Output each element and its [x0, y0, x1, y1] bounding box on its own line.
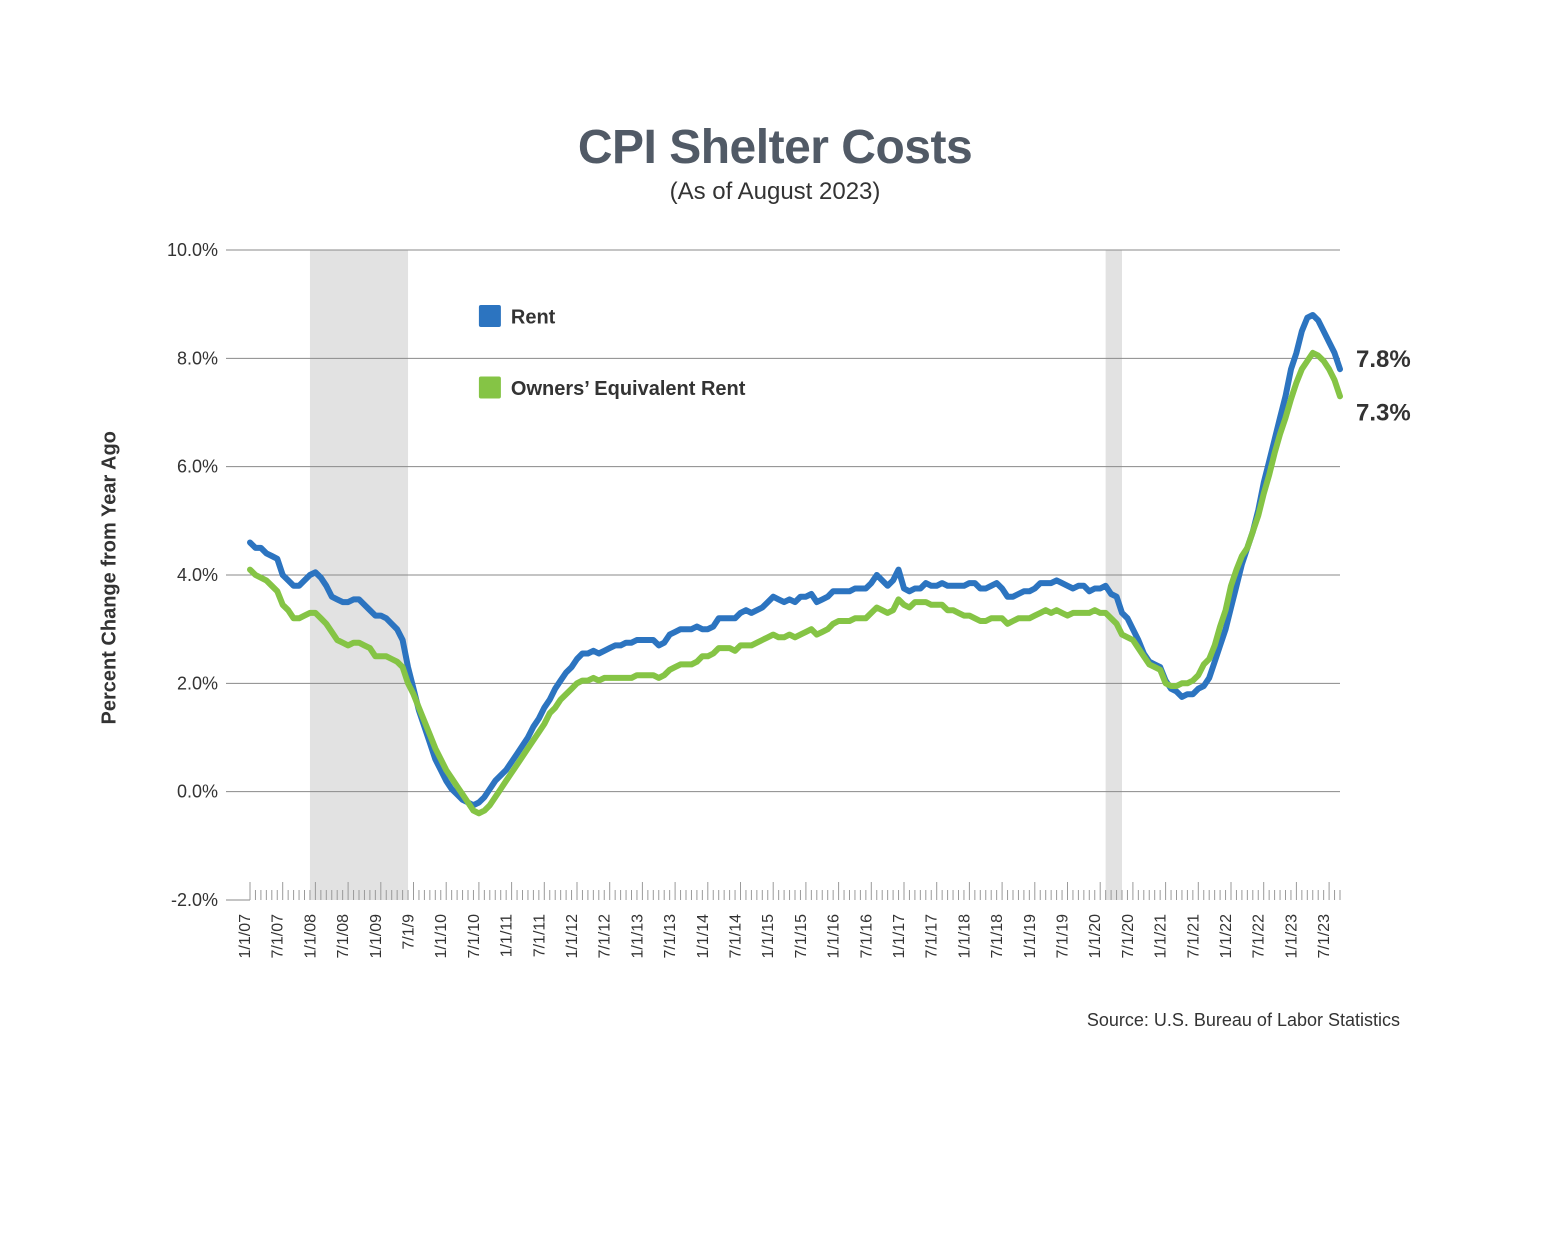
chart-wrapper: CPI Shelter Costs (As of August 2023) Pe… [0, 0, 1550, 1250]
x-tick-label: 1/1/14 [695, 914, 712, 959]
x-tick-label: 7/1/15 [793, 914, 810, 959]
line-chart: -2.0% 0.0% 2.0% 4.0% 6.0% 8.0% 10.0% 1/1/07 7/1/… [130, 240, 1460, 1040]
x-tick-label: 7/1/20 [1120, 914, 1137, 959]
x-tick-label: 7/1/17 [924, 914, 941, 959]
legend-marker-oer [479, 377, 501, 399]
x-tick-label: 1/1/08 [302, 914, 319, 959]
x-tick-label: 1/1/19 [1022, 914, 1039, 959]
y-tick-label: 10.0% [167, 240, 218, 260]
x-tick-label: 7/1/21 [1185, 914, 1202, 959]
x-tick-label: 1/1/16 [826, 914, 843, 959]
x-tick-label: 7/1/08 [335, 914, 352, 959]
y-tick-label: 8.0% [177, 348, 218, 368]
x-tick-label: 7/1/13 [662, 914, 679, 959]
x-tick-label: 1/1/15 [760, 914, 777, 959]
chart-subtitle: (As of August 2023) [0, 178, 1550, 206]
legend-marker-rent [479, 305, 501, 327]
oer-series-line [250, 353, 1340, 813]
x-tick-label: 1/1/13 [629, 914, 646, 959]
x-tick-label: 1/1/09 [368, 914, 385, 959]
x-tick-label: 7/1/19 [1055, 914, 1072, 959]
x-tick-label: 7/1/11 [531, 914, 548, 957]
x-tick-label: 1/1/17 [891, 914, 908, 959]
x-tick-label: 7/1/22 [1251, 914, 1268, 959]
x-tick-label: 1/1/12 [564, 914, 581, 959]
x-tick-label: 1/1/11 [499, 914, 516, 957]
x-tick-label: 7/1/16 [858, 914, 875, 959]
x-tick-label: 1/1/18 [956, 914, 973, 959]
x-tick-label: 7/1/07 [270, 914, 287, 959]
x-tick-label: 1/1/20 [1087, 914, 1104, 959]
y-tick-label: 6.0% [177, 457, 218, 477]
legend-label-oer: Owners’ Equivalent Rent [511, 378, 746, 400]
x-tick-label: 7/1/12 [597, 914, 614, 959]
x-tick-label: 7/1/10 [466, 914, 483, 959]
x-tick-label: 7/1/18 [989, 914, 1006, 959]
oer-end-label: 7.3% [1356, 399, 1411, 426]
y-tick-label: 2.0% [177, 673, 218, 693]
x-tick-label: 7/1/23 [1316, 914, 1333, 959]
rent-end-label: 7.8% [1356, 346, 1411, 373]
x-tick-label: 7/1/9 [401, 914, 418, 950]
x-tick-label: 7/1/14 [728, 914, 745, 959]
chart-title: CPI Shelter Costs [0, 120, 1550, 175]
x-tick-label: 1/1/21 [1153, 914, 1170, 959]
y-tick-label: -2.0% [171, 890, 218, 910]
y-tick-label: 4.0% [177, 565, 218, 585]
x-tick-label: 1/1/10 [433, 914, 450, 959]
x-tick-label: 1/1/22 [1218, 914, 1235, 959]
y-axis-title: Percent Change from Year Ago [99, 485, 122, 725]
legend-label-rent: Rent [511, 307, 556, 329]
rent-series-line [250, 315, 1340, 805]
x-tick-label: 1/1/07 [237, 914, 254, 959]
x-tick-label: 1/1/23 [1283, 914, 1300, 959]
y-tick-label: 0.0% [177, 782, 218, 802]
